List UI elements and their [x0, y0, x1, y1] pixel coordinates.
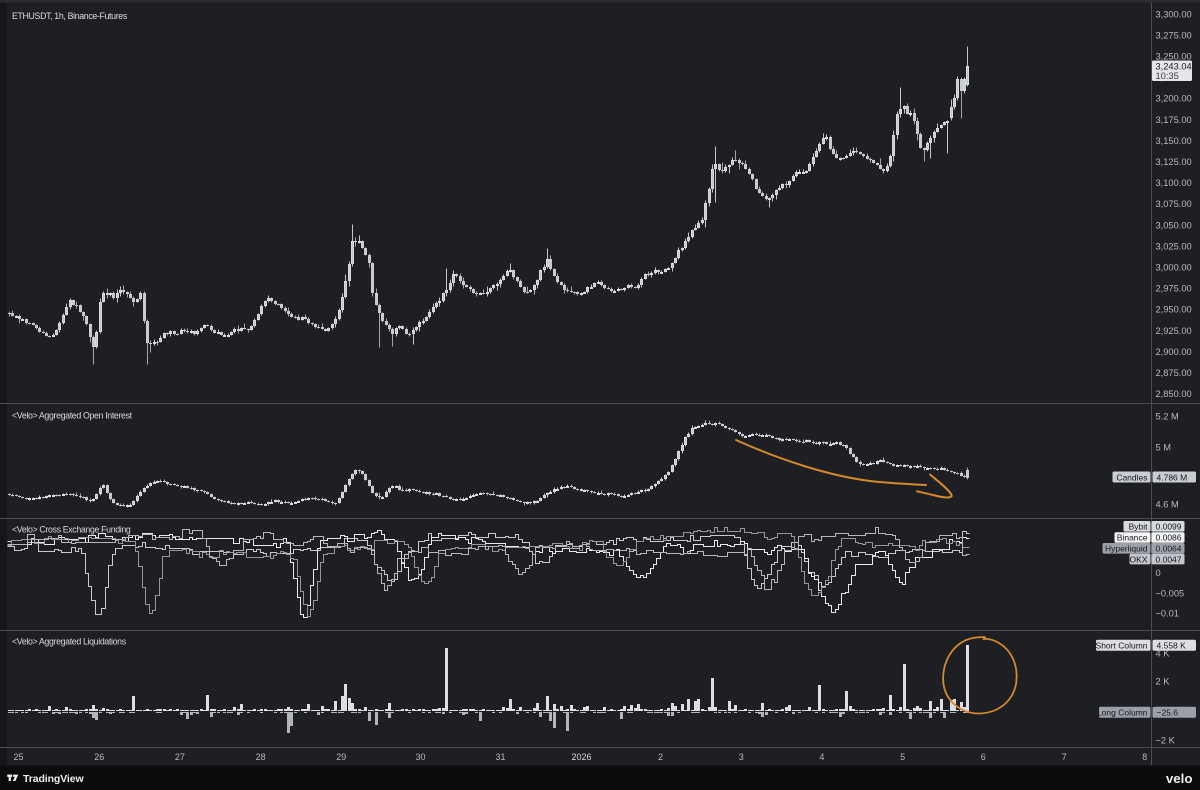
svg-text:6: 6 — [981, 752, 986, 762]
svg-text:Long Column: Long Column — [1097, 708, 1148, 718]
svg-text:2,975.00: 2,975.00 — [1156, 284, 1192, 294]
svg-text:0.0099: 0.0099 — [1156, 522, 1182, 532]
svg-text:3,075.00: 3,075.00 — [1156, 199, 1192, 209]
svg-text:3,200.00: 3,200.00 — [1156, 94, 1192, 104]
svg-text:5 M: 5 M — [1156, 442, 1172, 452]
svg-text:2,925.00: 2,925.00 — [1156, 326, 1192, 336]
svg-text:26: 26 — [94, 752, 104, 762]
svg-text:2: 2 — [658, 752, 663, 762]
svg-text:2,850.00: 2,850.00 — [1156, 389, 1192, 399]
svg-text:10:35: 10:35 — [1156, 71, 1179, 81]
svg-text:0.0086: 0.0086 — [1156, 533, 1182, 543]
svg-text:4: 4 — [819, 752, 824, 762]
svg-text:8: 8 — [1142, 752, 1147, 762]
svg-text:0: 0 — [1156, 568, 1161, 578]
svg-text:3: 3 — [739, 752, 744, 762]
svg-text:4.6 M: 4.6 M — [1156, 499, 1179, 509]
svg-text:Hyperliquid: Hyperliquid — [1105, 544, 1148, 554]
svg-text:0.0064: 0.0064 — [1156, 544, 1182, 554]
svg-text:5: 5 — [900, 752, 905, 762]
svg-text:31: 31 — [495, 752, 505, 762]
svg-text:0.0047: 0.0047 — [1156, 554, 1182, 564]
svg-text:2 K: 2 K — [1156, 676, 1171, 686]
svg-text:3,150.00: 3,150.00 — [1156, 136, 1192, 146]
svg-text:<Velo> Aggregated Open Interes: <Velo> Aggregated Open Interest — [12, 411, 133, 421]
svg-text:−0.005: −0.005 — [1156, 589, 1185, 599]
svg-text:3,275.00: 3,275.00 — [1156, 30, 1192, 40]
svg-text:4.558 K: 4.558 K — [1157, 641, 1187, 651]
svg-text:29: 29 — [336, 752, 346, 762]
svg-text:25: 25 — [13, 752, 23, 762]
svg-text:3,250.00: 3,250.00 — [1156, 52, 1192, 62]
svg-text:<Velo> Aggregated Liquidations: <Velo> Aggregated Liquidations — [12, 637, 127, 647]
svg-text:2,875.00: 2,875.00 — [1156, 368, 1192, 378]
svg-text:3,243.04: 3,243.04 — [1156, 62, 1192, 72]
svg-text:3,175.00: 3,175.00 — [1156, 115, 1192, 125]
svg-text:2026: 2026 — [571, 752, 591, 762]
svg-text:OKX: OKX — [1130, 554, 1148, 564]
svg-text:2,900.00: 2,900.00 — [1156, 347, 1192, 357]
svg-text:4.786 M: 4.786 M — [1157, 472, 1188, 482]
svg-text:3,025.00: 3,025.00 — [1156, 241, 1192, 251]
svg-text:<Velo> Cross Exchange Funding: <Velo> Cross Exchange Funding — [12, 525, 131, 535]
svg-text:TradingView: TradingView — [23, 773, 84, 785]
svg-text:28: 28 — [256, 752, 266, 762]
svg-text:3,000.00: 3,000.00 — [1156, 263, 1192, 273]
svg-text:3,300.00: 3,300.00 — [1156, 9, 1192, 19]
svg-text:Candles: Candles — [1116, 472, 1147, 482]
svg-text:5.2 M: 5.2 M — [1156, 411, 1179, 421]
svg-text:30: 30 — [415, 752, 425, 762]
svg-text:3,125.00: 3,125.00 — [1156, 157, 1192, 167]
svg-text:−25.6: −25.6 — [1157, 708, 1179, 718]
svg-text:7: 7 — [1062, 752, 1067, 762]
svg-text:−2 K: −2 K — [1156, 735, 1176, 745]
svg-text:3,100.00: 3,100.00 — [1156, 178, 1192, 188]
svg-text:Binance: Binance — [1117, 533, 1148, 543]
svg-text:velo: velo — [1166, 771, 1193, 786]
svg-text:3,050.00: 3,050.00 — [1156, 220, 1192, 230]
svg-text:ETHUSDT, 1h, Binance-Futures: ETHUSDT, 1h, Binance-Futures — [12, 11, 128, 21]
svg-text:4 K: 4 K — [1156, 648, 1171, 658]
svg-text:−0.01: −0.01 — [1156, 609, 1180, 619]
svg-text:Bybit: Bybit — [1129, 522, 1149, 532]
svg-text:2,950.00: 2,950.00 — [1156, 305, 1192, 315]
svg-text:Short Column: Short Column — [1096, 641, 1148, 651]
svg-text:27: 27 — [175, 752, 185, 762]
